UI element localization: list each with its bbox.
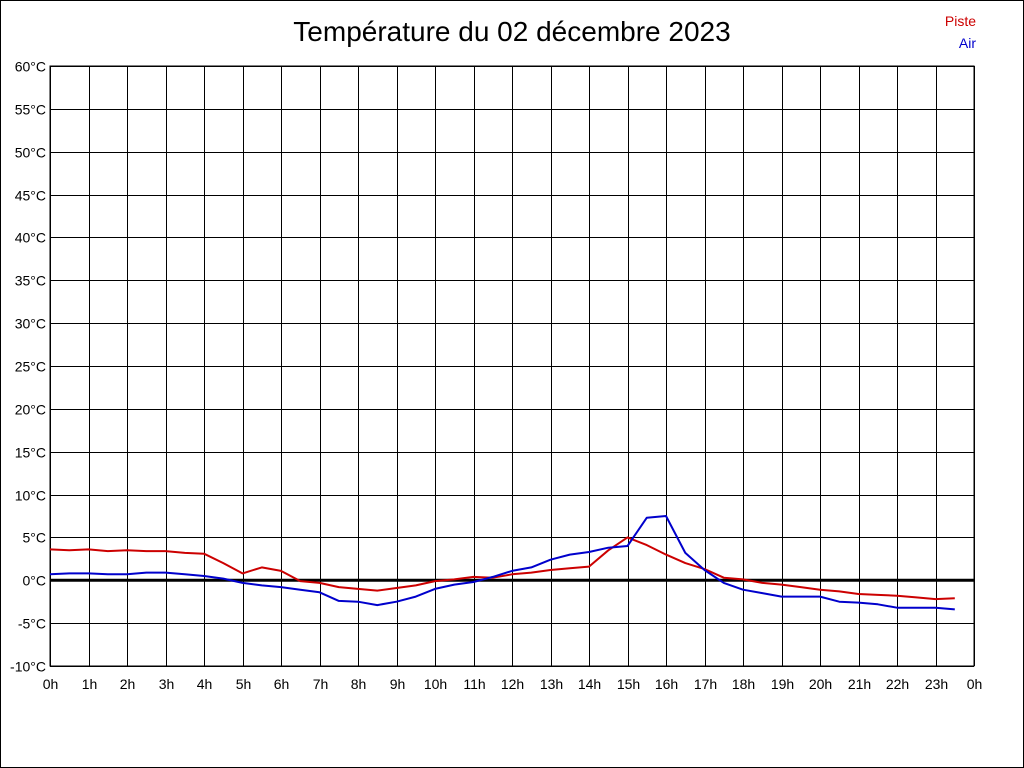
x-tick-label: 2h bbox=[120, 676, 136, 692]
series-line-piste bbox=[49, 536, 955, 601]
y-tick-label: 25°C bbox=[15, 359, 46, 375]
legend-piste: Piste bbox=[944, 13, 976, 29]
y-tick-label: -5°C bbox=[18, 616, 46, 632]
x-tick-label: 6h bbox=[274, 676, 290, 692]
x-tick-label: 3h bbox=[159, 676, 175, 692]
x-tick-label: 1h bbox=[82, 676, 98, 692]
y-tick-label: 35°C bbox=[15, 273, 46, 289]
y-tick-label: 60°C bbox=[15, 59, 46, 75]
x-tick-label: 10h bbox=[424, 676, 447, 692]
y-tick-label: 30°C bbox=[15, 316, 46, 332]
y-tick-label: 20°C bbox=[15, 402, 46, 418]
x-tick-label: 4h bbox=[197, 676, 213, 692]
x-tick-label: 21h bbox=[848, 676, 871, 692]
x-tick-label: 11h bbox=[463, 676, 485, 692]
y-tick-label: 50°C bbox=[15, 145, 46, 161]
series-line-air bbox=[49, 515, 955, 611]
x-tick-label: 0h bbox=[967, 676, 983, 692]
y-tick-label: 5°C bbox=[23, 530, 47, 546]
x-tick-label: 23h bbox=[925, 676, 948, 692]
x-tick-label: 19h bbox=[771, 676, 794, 692]
x-tick-label: 5h bbox=[236, 676, 252, 692]
x-tick-label: 22h bbox=[886, 676, 909, 692]
y-tick-label: 0°C bbox=[23, 573, 47, 589]
x-tick-label: 12h bbox=[501, 676, 524, 692]
y-tick-label: 55°C bbox=[15, 102, 46, 118]
chart-title: Température du 02 décembre 2023 bbox=[293, 16, 731, 47]
x-tick-label: 13h bbox=[540, 676, 563, 692]
y-tick-label: 45°C bbox=[15, 188, 46, 204]
x-tick-label: 14h bbox=[578, 676, 601, 692]
x-tick-label: 8h bbox=[351, 676, 367, 692]
x-tick-label: 16h bbox=[655, 676, 678, 692]
y-tick-label: 10°C bbox=[15, 488, 46, 504]
x-tick-label: 0h bbox=[43, 676, 59, 692]
y-tick-label: 15°C bbox=[15, 445, 46, 461]
x-tick-label: 15h bbox=[617, 676, 640, 692]
y-tick-label: -10°C bbox=[10, 659, 46, 675]
x-tick-label: 17h bbox=[694, 676, 717, 692]
legend-air: Air bbox=[958, 35, 976, 51]
x-tick-label: 7h bbox=[313, 676, 329, 692]
x-tick-label: 9h bbox=[390, 676, 406, 692]
y-tick-label: 40°C bbox=[15, 230, 46, 246]
x-tick-label: 20h bbox=[809, 676, 832, 692]
x-tick-label: 18h bbox=[732, 676, 755, 692]
